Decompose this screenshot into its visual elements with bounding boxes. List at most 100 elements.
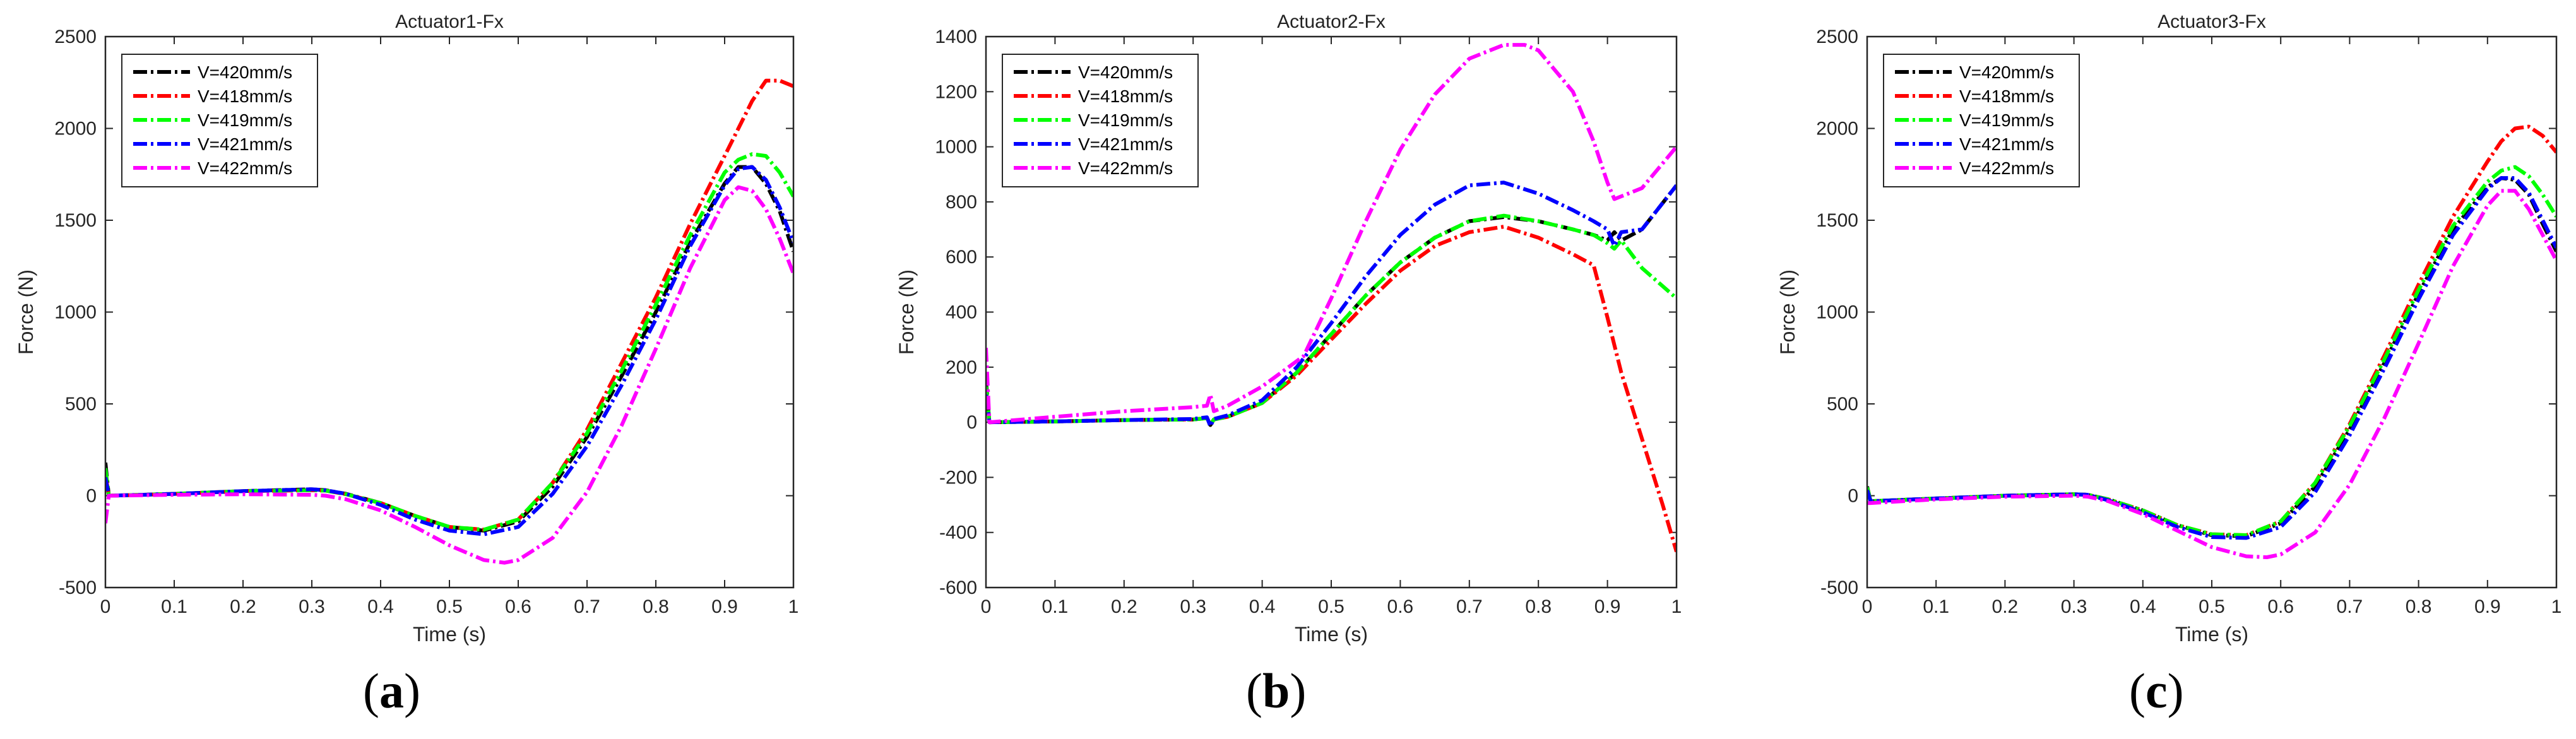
caption-a-letter: a	[379, 663, 404, 718]
chart2-ytick-label: 1400	[935, 27, 977, 47]
chart1-xtick-label: 0.1	[161, 596, 187, 617]
chart2-xlabel: Time (s)	[1295, 623, 1368, 646]
chart2-xtick-label: 0.8	[1525, 596, 1552, 617]
chart2-legend-label-2: V=418mm/s	[1078, 86, 1173, 106]
caption-a-close: )	[403, 663, 420, 718]
chart1-legend-label-5: V=422mm/s	[198, 158, 292, 178]
chart2: Actuator2-Fx 0 0.1 0.2 0.3 0.4 0.5 0.6 0.7 0.8 0.9…	[895, 11, 1682, 646]
chart1-series-4	[105, 165, 793, 536]
chart3-xtick-label: 0	[1862, 596, 1873, 617]
chart3-title: Actuator3-Fx	[2158, 11, 2266, 32]
chart3-ytick-label: 2000	[1816, 119, 1858, 139]
chart2-ytick-label: -400	[939, 523, 977, 543]
chart2-title: Actuator2-Fx	[1277, 11, 1386, 32]
chart2-ytick-label: 1200	[935, 81, 977, 102]
chart2-xtick-label: 0.3	[1180, 596, 1206, 617]
chart2-xtick-label: 0.1	[1042, 596, 1069, 617]
chart1-xtick-label: 0.5	[436, 596, 463, 617]
chart2-series-4	[986, 180, 1677, 429]
chart3-xtick-label: 0.8	[2406, 596, 2432, 617]
chart1-xtick-label: 0.9	[711, 596, 738, 617]
chart2-ytick-label: 0	[966, 412, 977, 433]
caption-a: (a)	[363, 663, 420, 719]
chart3-ytick-label: 0	[1848, 486, 1858, 507]
chart3-series-2	[1867, 124, 2556, 538]
chart2-legend-label-4: V=421mm/s	[1078, 134, 1173, 154]
chart2-legend-label-3: V=419mm/s	[1078, 110, 1173, 130]
caption-c-close: )	[2167, 663, 2184, 718]
chart3-ytick-label: -500	[1820, 577, 1858, 598]
chart2-ytick-label: -600	[939, 577, 977, 598]
chart3-xtick-label: 0.7	[2337, 596, 2363, 617]
chart1-ytick-label: 0	[86, 486, 97, 507]
chart2-ytick-label: -200	[939, 467, 977, 488]
chart3: Actuator3-Fx 0 0.1 0.2 0.3 0.4 0.5 0.6 0.7 0.8 0.9…	[1776, 11, 2561, 646]
chart1-legend-label-2: V=418mm/s	[198, 86, 292, 106]
chart2-legend-label-1: V=420mm/s	[1078, 62, 1173, 82]
chart3-xlabel: Time (s)	[2175, 623, 2248, 646]
chart3-ylabel: Force (N)	[1776, 269, 1799, 355]
chart3-xtick-label: 0.6	[2267, 596, 2294, 617]
chart2-xtick-label: 0	[981, 596, 992, 617]
chart1-xtick-label: 0.7	[574, 596, 600, 617]
chart2-xtick-label: 0.7	[1456, 596, 1483, 617]
chart3-series-1	[1867, 176, 2556, 538]
chart3-ytick-label: 1000	[1816, 302, 1858, 323]
chart1-ylabel: Force (N)	[15, 269, 37, 355]
chart2-xtick-label: 0.4	[1249, 596, 1276, 617]
chart3-legend-box	[1883, 54, 2080, 187]
chart3-ytick-label: 1500	[1816, 210, 1858, 231]
chart1-legend-label-1: V=420mm/s	[198, 62, 292, 82]
chart3-ytick-label: 500	[1827, 394, 1858, 415]
chart1-xtick-label: 0.3	[299, 596, 325, 617]
chart1-ytick-label: 1000	[54, 302, 97, 323]
chart1-legend-label-4: V=421mm/s	[198, 134, 292, 154]
chart2-xtick-label: 0.9	[1594, 596, 1621, 617]
chart3-axes-box	[1866, 35, 2558, 589]
chart3-series-3	[1867, 165, 2556, 538]
caption-c-letter: c	[2145, 663, 2168, 718]
chart3-xtick-label: 0.4	[2130, 596, 2156, 617]
chart2-ylabel: Force (N)	[895, 269, 918, 355]
chart3-xtick-label: 0.1	[1923, 596, 1949, 617]
chart1-xtick-label: 0.2	[230, 596, 256, 617]
chart1-series-1	[105, 165, 793, 533]
chart1-legend-label-3: V=419mm/s	[198, 110, 292, 130]
chart2-series-3	[986, 213, 1677, 427]
chart1-xtick-label: 1	[788, 596, 799, 617]
chart3-xtick-label: 0.2	[1992, 596, 2019, 617]
chart2-axes-box	[985, 35, 1678, 589]
chart2-xtick-label: 0.6	[1387, 596, 1414, 617]
chart1-legend-box	[121, 54, 318, 187]
chart1-xlabel: Time (s)	[413, 623, 486, 646]
chart2-ytick-label: 600	[946, 247, 977, 268]
chart2-legend-label-5: V=422mm/s	[1078, 158, 1173, 178]
chart3-legend-label-3: V=419mm/s	[1959, 110, 2054, 130]
chart1-xtick-label: 0.4	[367, 596, 394, 617]
chart2-xtick-label: 0.2	[1111, 596, 1137, 617]
chart3-xtick-label: 0.5	[2199, 596, 2225, 617]
caption-c: (c)	[2129, 663, 2184, 719]
chart2-series-2	[986, 225, 1677, 553]
caption-b-close: )	[1290, 663, 1307, 718]
chart2-ytick-label: 1000	[935, 137, 977, 158]
chart3-xtick-label: 0.3	[2061, 596, 2087, 617]
chart1-ytick-label: 1500	[54, 210, 97, 231]
caption-b-open: (	[1246, 663, 1262, 718]
chart1-ytick-label: 2500	[54, 27, 97, 47]
caption-b-letter: b	[1262, 663, 1290, 718]
chart3-legend-label-1: V=420mm/s	[1959, 62, 2054, 82]
caption-a-open: (	[363, 663, 379, 718]
caption-b: (b)	[1246, 663, 1306, 719]
chart3-xtick-label: 0.9	[2474, 596, 2501, 617]
chart1-xtick-label: 0.8	[643, 596, 669, 617]
chart3-series-5	[1867, 189, 2556, 559]
chart2-series-1	[986, 184, 1677, 427]
chart1-ytick-label: -500	[59, 577, 97, 598]
chart3-legend-label-4: V=421mm/s	[1959, 134, 2054, 154]
chart3-legend-label-2: V=418mm/s	[1959, 86, 2054, 106]
chart2-xtick-label: 0.5	[1318, 596, 1344, 617]
chart1-xtick-label: 0.6	[505, 596, 531, 617]
caption-c-open: (	[2129, 663, 2146, 718]
